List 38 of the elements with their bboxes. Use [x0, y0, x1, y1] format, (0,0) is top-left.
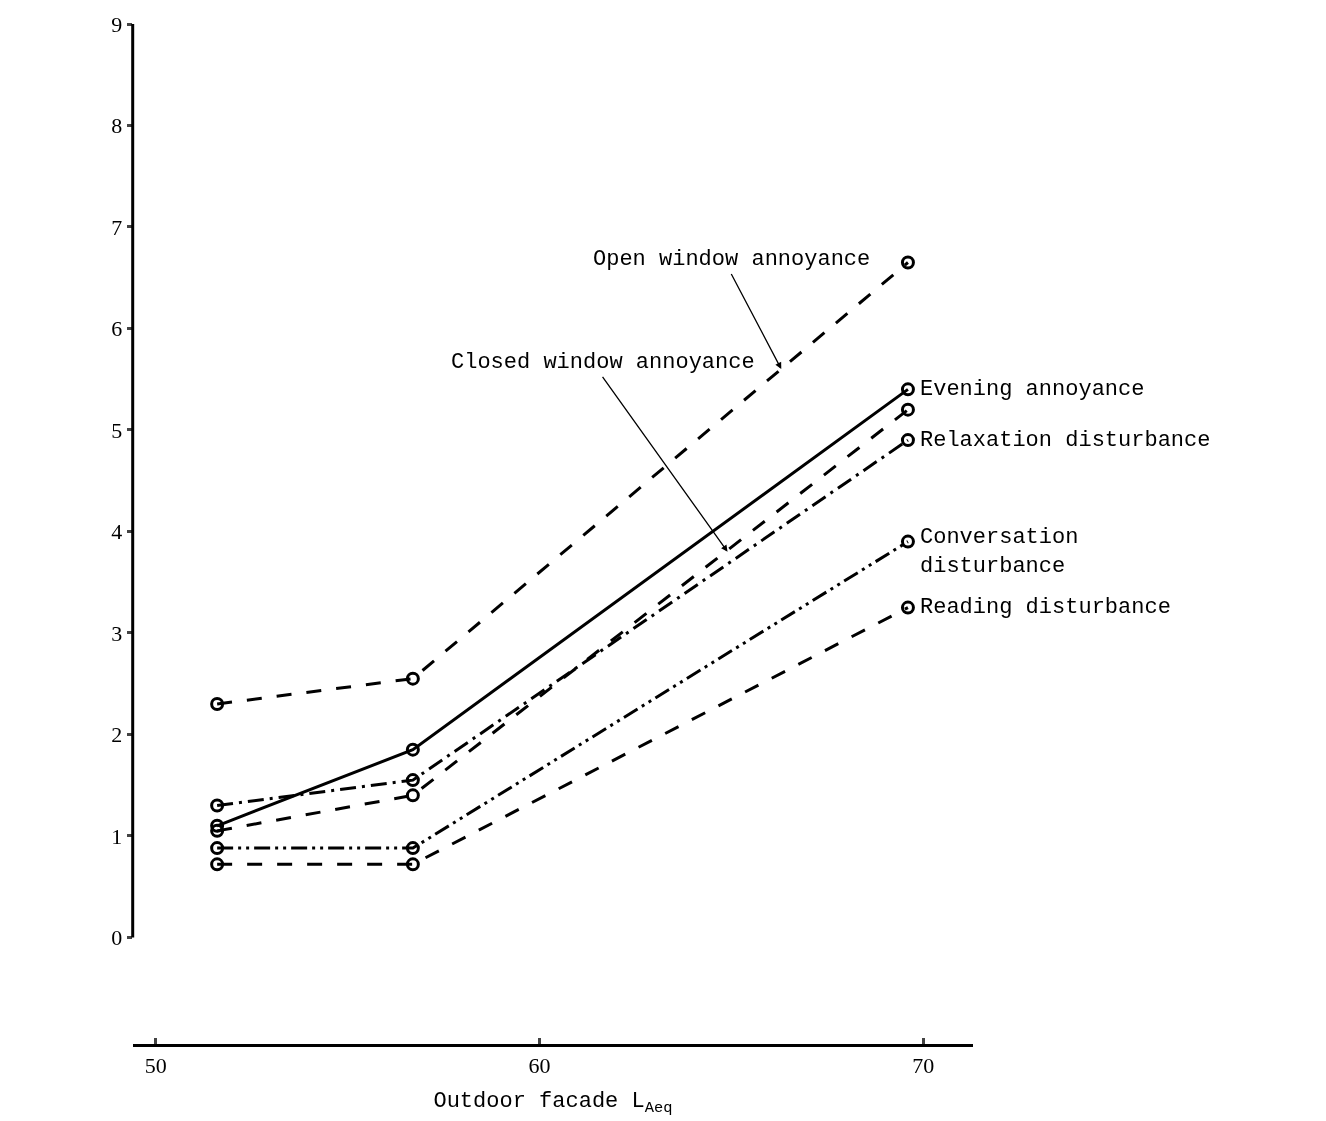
series-label: Reading disturbance	[920, 595, 1171, 620]
x-tick-label: 60	[528, 1053, 551, 1079]
point	[210, 798, 225, 813]
point	[405, 841, 420, 856]
point	[210, 857, 225, 872]
y-tick-label: 0	[111, 925, 123, 951]
point	[900, 402, 915, 417]
point	[900, 433, 915, 448]
y-tick-label: 7	[111, 214, 123, 240]
y-tick-label: 5	[111, 417, 123, 443]
series-label: Conversation disturbance	[920, 525, 1079, 579]
point	[405, 742, 420, 757]
y-tick-label: 6	[111, 316, 123, 342]
point	[900, 600, 915, 615]
point	[210, 818, 225, 833]
annotation: Open window annoyance	[593, 247, 871, 272]
y-tick-label: 9	[111, 11, 123, 37]
point	[900, 534, 915, 549]
y-tick-label: 2	[111, 722, 123, 748]
point	[210, 823, 225, 838]
series-label: Relaxation disturbance	[920, 428, 1211, 453]
point	[405, 773, 420, 788]
point	[210, 697, 225, 711]
point	[405, 671, 420, 686]
series-label: Evening annoyance	[920, 377, 1145, 402]
y-tick-label: 1	[111, 823, 123, 849]
x-tick-label: 50	[144, 1053, 167, 1079]
y-tick-label: 3	[111, 620, 123, 646]
point	[405, 788, 420, 803]
point	[900, 255, 915, 270]
y-tick-label: 8	[111, 113, 123, 139]
point	[900, 382, 915, 397]
point	[210, 841, 225, 856]
point	[405, 857, 420, 872]
x-tick-label: 70	[912, 1053, 935, 1079]
annotation: Closed window annoyance	[451, 350, 755, 375]
x-axis-title: Outdoor facade L$_{Aeq}$	[433, 1089, 673, 1117]
y-tick-label: 4	[111, 519, 123, 545]
